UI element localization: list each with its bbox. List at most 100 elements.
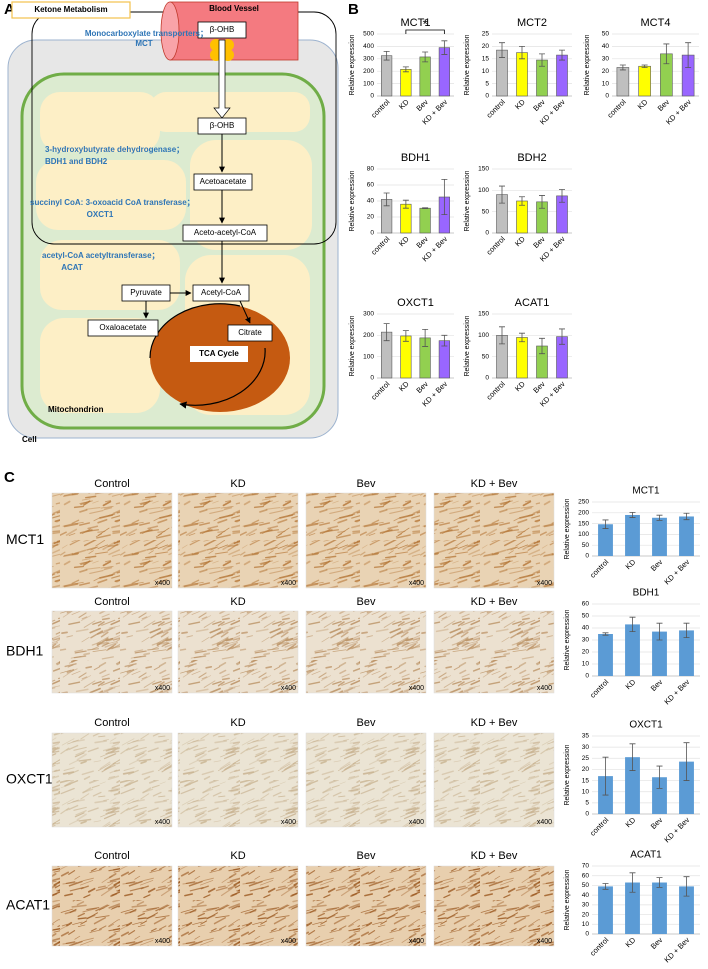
- y-tick-label: 60: [582, 601, 590, 608]
- error-bar: [402, 199, 409, 209]
- y-tick-label: 10: [482, 68, 490, 75]
- error-bar: [519, 46, 525, 60]
- tissue-image: [177, 610, 299, 694]
- x-tick-label: control: [588, 815, 611, 838]
- y-tick-label: 40: [582, 892, 590, 899]
- tissue-image: [51, 492, 173, 589]
- bar: [679, 761, 694, 814]
- x-tick-label: KD: [624, 935, 638, 949]
- error-bar: [519, 196, 525, 206]
- node-label: Oxaloacetate: [99, 323, 147, 332]
- magnification-label: x400: [537, 580, 552, 587]
- cycle-arrow: [149, 303, 241, 359]
- chart-title: MCT1: [632, 486, 660, 497]
- y-axis-label: Relative expression: [564, 744, 571, 805]
- error-bar: [441, 334, 448, 347]
- error-bar: [629, 511, 636, 518]
- panel-letter: C: [4, 469, 15, 486]
- y-axis-label: Relative expression: [349, 34, 356, 95]
- bar: [400, 69, 412, 97]
- y-tick-label: 150: [478, 311, 489, 318]
- node-label: Acetoacetate: [200, 177, 247, 186]
- tissue-image: [305, 492, 427, 589]
- magnification-label: x400: [537, 685, 552, 692]
- error-bar: [559, 49, 565, 61]
- magnification-label: x400: [155, 819, 170, 826]
- y-tick-label: 20: [602, 68, 610, 75]
- y-tick-label: 0: [485, 93, 489, 100]
- error-bar: [499, 185, 505, 204]
- x-tick-label: Bev: [649, 557, 665, 573]
- y-axis-label: Relative expression: [464, 34, 471, 95]
- error-bar: [602, 519, 609, 529]
- x-tick-label: control: [588, 935, 611, 958]
- error-bar: [559, 189, 565, 203]
- error-bar: [602, 632, 609, 636]
- magnification-label: x400: [281, 938, 296, 945]
- node-label: Pyruvate: [130, 288, 162, 297]
- x-tick-label: KD + Bev: [662, 677, 691, 706]
- y-tick-label: 150: [478, 166, 489, 173]
- bar-chart: BDH1 Relative expression 0 10 20 30 40 50 60 cont…: [564, 588, 700, 706]
- y-tick-label: 10: [582, 921, 590, 928]
- x-tick-label: Bev: [414, 234, 430, 250]
- error-bar: [383, 50, 390, 61]
- bar-chart: MCT4 Relative expression 0 10 20 30 40 50 contro…: [584, 17, 699, 126]
- tissue-image: [177, 865, 299, 947]
- error-bar: [656, 514, 663, 521]
- bar: [625, 514, 640, 556]
- enzyme-label: ACAT: [61, 263, 83, 272]
- column-label: KD: [230, 478, 245, 490]
- chart-title: OXCT1: [629, 720, 663, 731]
- node-label: Citrate: [238, 328, 262, 337]
- y-tick-label: 5: [485, 80, 489, 87]
- magnification-label: x400: [409, 580, 424, 587]
- x-tick-label: Bev: [649, 815, 665, 831]
- y-tick-label: 50: [482, 208, 490, 215]
- error-bar: [685, 42, 692, 68]
- node-label: Acetyl-CoA: [201, 288, 242, 297]
- magnification-label: x400: [281, 685, 296, 692]
- y-tick-label: 35: [582, 733, 590, 740]
- y-tick-label: 30: [582, 637, 590, 644]
- bar-chart: MCT1 Relative expression 0 100 200 300 400 500 c…: [349, 16, 454, 126]
- row-label: BDH1: [6, 643, 44, 659]
- column-label: KD: [230, 850, 245, 862]
- y-tick-label: 200: [363, 332, 374, 339]
- bar: [419, 56, 431, 97]
- node-box: [197, 21, 247, 39]
- x-tick-label: KD: [397, 97, 411, 111]
- enzyme-label: MCT: [135, 39, 152, 48]
- bar: [419, 207, 431, 234]
- x-tick-label: Bev: [531, 379, 547, 395]
- bar: [652, 631, 667, 676]
- magnification-label: x400: [155, 580, 170, 587]
- error-bar: [656, 877, 663, 888]
- magnification-label: x400: [155, 938, 170, 945]
- error-bar: [402, 330, 409, 342]
- x-tick-label: KD: [513, 379, 527, 393]
- bar: [598, 634, 613, 676]
- y-tick-label: 250: [578, 499, 589, 506]
- y-axis-label: Relative expression: [564, 498, 571, 559]
- error-bar: [402, 66, 409, 73]
- magnification-label: x400: [281, 819, 296, 826]
- row-label: OXCT1: [6, 771, 53, 787]
- y-axis-label: Relative expression: [564, 609, 571, 670]
- node-label: β-OHB: [210, 121, 235, 130]
- bar-chart: BDH1 Relative expression 0 20 40 60 80 control K…: [349, 152, 454, 263]
- bar: [556, 54, 568, 97]
- x-tick-label: Bev: [531, 234, 547, 250]
- tissue-image: [51, 610, 173, 694]
- x-tick-label: KD: [513, 234, 527, 248]
- y-tick-label: 30: [602, 56, 610, 63]
- row-label: MCT1: [6, 531, 44, 547]
- bar: [438, 47, 450, 97]
- y-axis-label: Relative expression: [564, 869, 571, 930]
- error-bar: [441, 179, 448, 215]
- transport-arrow: [213, 39, 231, 119]
- y-tick-label: 10: [582, 788, 590, 795]
- y-tick-label: 20: [582, 649, 590, 656]
- diagram-title: Ketone Metabolism: [34, 5, 107, 14]
- chart-title: MCT1: [401, 17, 431, 29]
